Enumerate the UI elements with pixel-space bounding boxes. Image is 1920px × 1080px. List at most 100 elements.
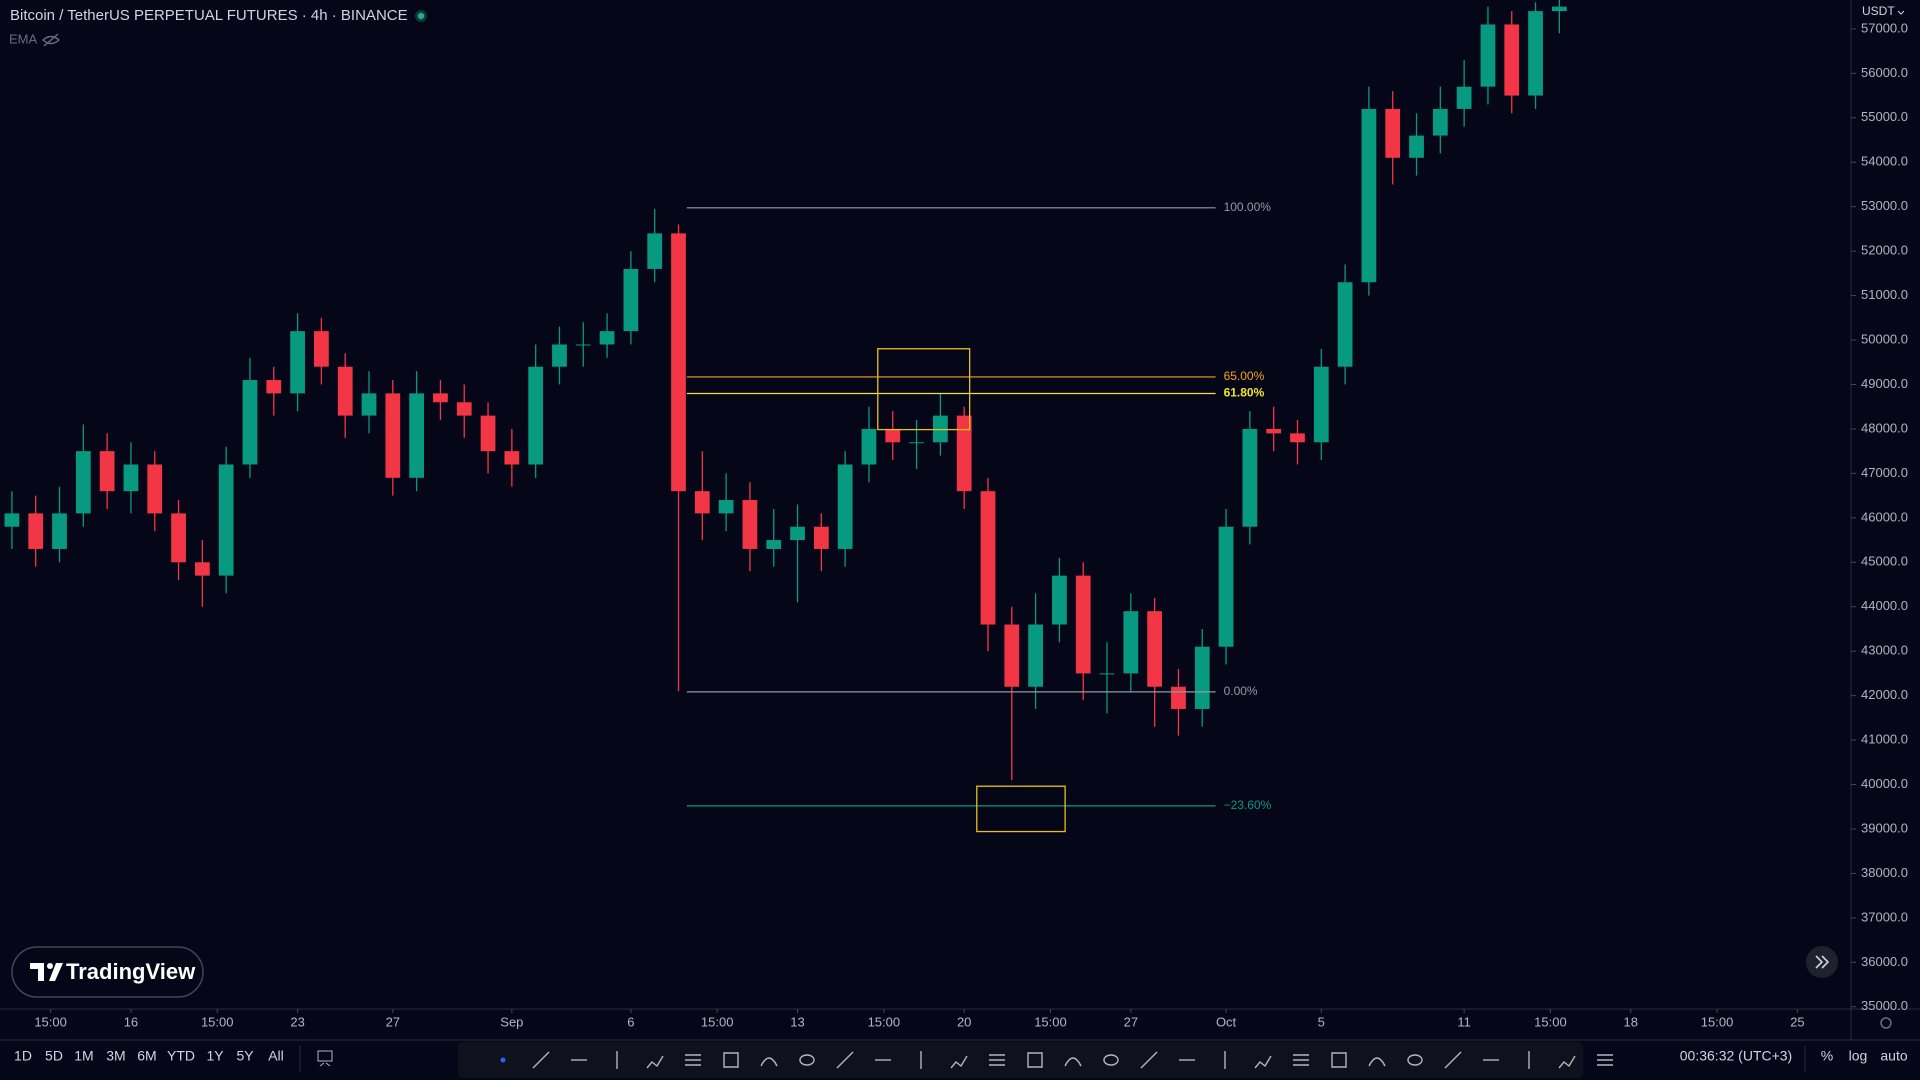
cursor-tool[interactable] [500, 1057, 506, 1063]
candle-body [1432, 108, 1448, 136]
range-button[interactable]: 6M [137, 1048, 156, 1064]
candle-body [52, 513, 67, 549]
y-tick-label: 43000.0 [1861, 643, 1908, 658]
y-tick-label: 53000.0 [1861, 198, 1908, 213]
candle-body [504, 451, 520, 465]
candle-body [147, 464, 163, 514]
candle-body [337, 366, 353, 416]
range-button[interactable]: YTD [167, 1048, 195, 1064]
candle-body [171, 513, 186, 563]
candle-body [528, 366, 544, 465]
bottom-toolbar: 00:36:32 (UTC+3) 1D 5D 1M 3M 6M YTD 1Y 5Y All% lo… [14, 1042, 1908, 1078]
candle-body [1147, 611, 1163, 687]
candle-body [266, 380, 282, 394]
drawing-tool[interactable] [1407, 1054, 1423, 1066]
candle-body [718, 500, 734, 514]
scroll-arrows [1815, 955, 1830, 969]
x-tick-label: 15:00 [1701, 1014, 1734, 1029]
candle-body [4, 513, 20, 527]
drawing-tool[interactable] [1293, 1054, 1309, 1066]
drawing-tool[interactable] [799, 1054, 815, 1066]
y-tick-label: 42000.0 [1861, 687, 1908, 702]
x-tick-label: 15:00 [1034, 1014, 1067, 1029]
y-tick-label: 54000.0 [1861, 154, 1908, 169]
candle-body [623, 268, 639, 332]
logo-badge[interactable]: TradingView [11, 946, 204, 998]
candle-body [1551, 6, 1567, 12]
range-button[interactable]: 3M [106, 1048, 125, 1064]
scale-option[interactable]: log [1849, 1048, 1868, 1064]
drawing-tool[interactable] [1368, 1057, 1386, 1067]
tool-icon [989, 1054, 1005, 1066]
candle-body [1171, 686, 1186, 709]
drawing-tool[interactable] [1444, 1051, 1462, 1069]
candle-body [99, 451, 115, 492]
y-tick-label: 51000.0 [1861, 287, 1908, 302]
x-tick-label: 15:00 [201, 1014, 234, 1029]
candle-body [409, 393, 425, 478]
candle-body [1313, 366, 1329, 443]
candle-body [861, 428, 877, 465]
drawing-tool[interactable] [532, 1051, 550, 1069]
candle-body [1385, 108, 1401, 158]
drawing-tool[interactable] [1103, 1054, 1119, 1066]
drawing-tool[interactable] [1254, 1055, 1272, 1069]
y-tick-label: 52000.0 [1861, 243, 1908, 258]
candle-body [599, 331, 615, 345]
candle-body [1480, 24, 1496, 87]
tool-icon [1103, 1054, 1119, 1066]
highlight-box [877, 348, 971, 431]
scale-option[interactable]: auto [1880, 1048, 1907, 1064]
range-button[interactable]: 5Y [236, 1048, 254, 1064]
drawing-tool[interactable] [1331, 1052, 1347, 1068]
drawing-tool[interactable] [1064, 1057, 1082, 1067]
scale-option[interactable]: % [1821, 1048, 1833, 1064]
drawing-tool[interactable] [1140, 1051, 1158, 1069]
drawing-tool[interactable] [760, 1057, 778, 1067]
drawing-tool[interactable] [836, 1051, 854, 1069]
drawing-tool[interactable] [950, 1055, 968, 1069]
range-button[interactable]: All [268, 1048, 284, 1064]
candle-body [456, 402, 472, 416]
range-button[interactable]: 1D [14, 1048, 32, 1064]
range-button[interactable]: 1Y [206, 1048, 224, 1064]
candle-body [1004, 624, 1020, 687]
symbol-title[interactable]: Bitcoin / TetherUS PERPETUAL FUTURES · 4… [10, 7, 408, 24]
scroll-button[interactable] [1806, 946, 1838, 978]
range-button[interactable]: 5D [45, 1048, 63, 1064]
candle-body [1075, 575, 1091, 674]
x-tick-label: Sep [500, 1014, 523, 1029]
drawing-tool[interactable] [1597, 1054, 1613, 1066]
drawing-tool[interactable] [989, 1054, 1005, 1066]
y-tick-label: 55000.0 [1861, 109, 1908, 124]
x-tick-label: 15:00 [701, 1014, 734, 1029]
tool-icon [1293, 1054, 1309, 1066]
y-tick-label: 38000.0 [1861, 865, 1908, 880]
compare-icon[interactable] [317, 1050, 333, 1067]
candle-body [361, 393, 377, 416]
drawing-tool[interactable] [723, 1052, 739, 1068]
drawing-tool[interactable] [685, 1054, 701, 1066]
drawing-tools-bar [458, 1042, 1583, 1078]
drawing-tool[interactable] [1027, 1052, 1043, 1068]
drawing-tool[interactable] [1558, 1055, 1576, 1069]
tool-icon [799, 1054, 815, 1066]
candle-body [218, 464, 234, 576]
hide-icon[interactable] [41, 33, 61, 47]
candle-body [1409, 135, 1424, 158]
candle-body [909, 442, 924, 444]
y-tick-label: 57000.0 [1861, 20, 1908, 35]
fib-label: 0.00% [1224, 684, 1258, 698]
candle-body [1504, 24, 1520, 96]
indicator-label[interactable]: EMA [9, 31, 38, 46]
tool-icon [646, 1055, 664, 1069]
tool-icon [1331, 1052, 1347, 1068]
drawing-tool[interactable] [646, 1055, 664, 1069]
settings-button[interactable] [1880, 1017, 1892, 1029]
range-button[interactable]: 1M [74, 1048, 93, 1064]
tool-icon [950, 1055, 968, 1069]
y-tick-label: 46000.0 [1861, 509, 1908, 524]
currency-label[interactable]: USDT [1862, 4, 1895, 18]
x-tick-label: 13 [790, 1014, 804, 1029]
logo-mark [30, 963, 63, 981]
